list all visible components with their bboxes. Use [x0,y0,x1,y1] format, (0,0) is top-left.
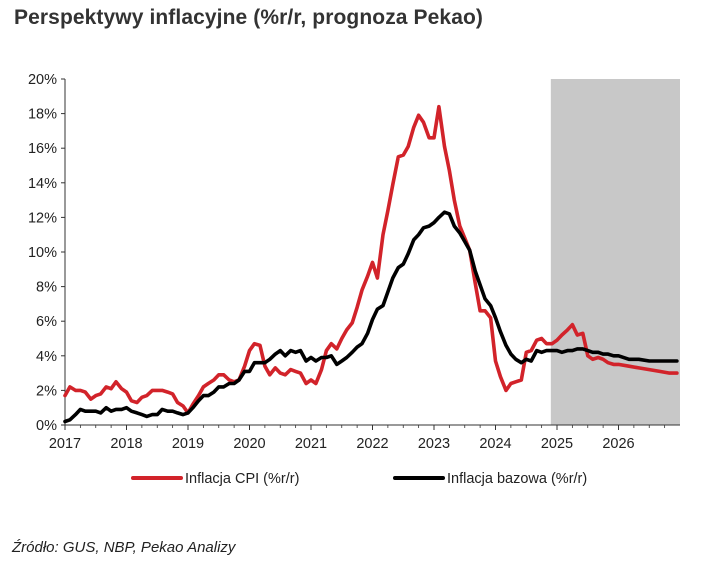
x-tick-label: 2026 [602,436,634,452]
x-tick-label: 2025 [541,436,573,452]
core-series-line [63,210,679,424]
forecast-region [550,79,680,425]
x-tick-label: 2017 [49,436,81,452]
series-layer [63,104,679,424]
axis-layer: 0% 2% 4% 6% 8% 10% 12% 14% 16% 18% 20% 2017 2018 2019… [28,72,680,452]
y-tick-label: 18% [28,107,57,123]
legend-core-label: Inflacja bazowa (%r/r) [447,471,587,487]
y-tick-label: 14% [28,176,57,192]
y-tick-label: 2% [36,383,57,399]
legend: Inflacja CPI (%r/r) Inflacja bazowa (%r/r… [131,471,587,487]
x-tick-label: 2020 [233,436,265,452]
y-tick-label: 0% [36,418,57,434]
source-note: Źródło: GUS, NBP, Pekao Analizy [12,539,236,556]
line-chart: 0% 2% 4% 6% 8% 10% 12% 14% 16% 18% 20% 2017 2018 2019… [28,72,680,487]
y-tick-label: 16% [28,141,57,157]
x-tick-label: 2021 [295,436,327,452]
y-tick-label: 4% [36,349,57,365]
x-tick-label: 2018 [110,436,142,452]
cpi-series-line [63,104,679,415]
x-tick-label: 2022 [356,436,388,452]
x-tick-label: 2019 [172,436,204,452]
forecast-shade-layer [550,79,680,425]
y-tick-label: 20% [28,72,57,88]
legend-cpi-label: Inflacja CPI (%r/r) [185,471,299,487]
x-tick-label: 2024 [479,436,511,452]
y-tick-label: 10% [28,245,57,261]
y-tick-label: 8% [36,280,57,296]
y-tick-label: 6% [36,314,57,330]
x-tick-label: 2023 [418,436,450,452]
y-tick-label: 12% [28,210,57,226]
chart-title: Perspektywy inflacyjne (%r/r, prognoza P… [14,6,483,29]
